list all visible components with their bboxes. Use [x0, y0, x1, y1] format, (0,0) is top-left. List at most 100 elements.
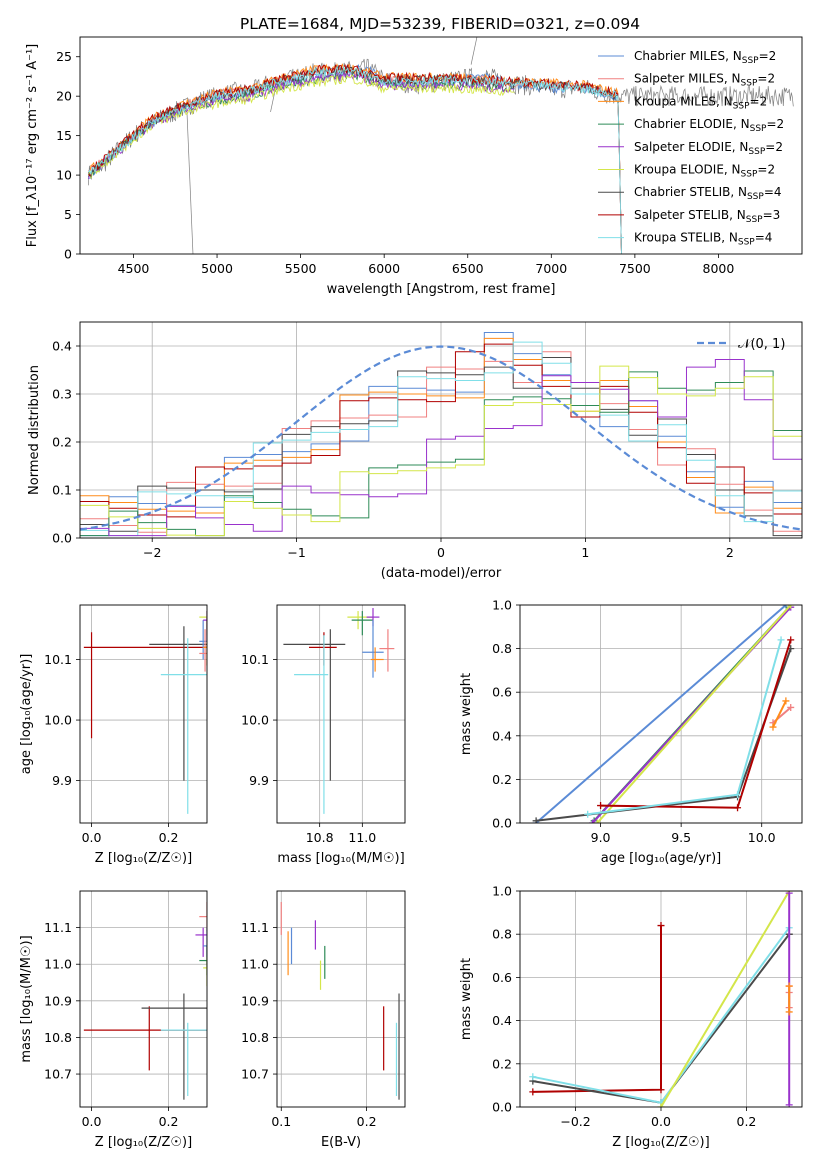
y-tick-label: 10.7	[44, 1067, 72, 1082]
y-tick-label: 5	[64, 207, 72, 222]
y-tick-label: 0.2	[52, 435, 72, 450]
axes-residuals: −2 −1 0 1 2 0.0 0.1 0.2 0.3 0.4 (data-model)/error…	[27, 321, 803, 581]
legend-entry: 𝒩(0, 1)	[738, 337, 785, 352]
plot-area	[87, 37, 794, 254]
legend-entry: Chabrier STELIB, NSSP=4	[634, 185, 782, 202]
axes-weight_vs_Z: −0.2 0.0 0.2 0.0 0.2 0.4 0.6 0.8 1.0 Z [log₁₀(Z/Z…	[459, 884, 803, 1150]
axes-frame	[519, 604, 803, 824]
weight-marker	[589, 819, 597, 823]
weight-line-chabrier-stelib	[535, 648, 792, 822]
weight-marker	[734, 791, 742, 799]
errorbar-kroupa-stelib	[160, 1022, 207, 1097]
plot-area	[280, 901, 400, 1100]
axes-frame	[79, 604, 208, 824]
weight-marker	[787, 703, 795, 711]
axes-frame	[79, 321, 803, 539]
y-tick-label: 0.1	[52, 483, 72, 498]
legend-entry: Chabrier MILES, NSSP=2	[634, 49, 776, 66]
y-tick-label: 0	[64, 247, 72, 262]
x-tick-label: 9.0	[591, 830, 611, 845]
legend-entry: Kroupa STELIB, NSSP=4	[634, 231, 772, 248]
y-tick-label: 0.2	[492, 772, 512, 787]
x-tick-label: 0.0	[82, 1114, 102, 1129]
x-tick-label: 0	[437, 545, 445, 560]
y-tick-label: 0.0	[492, 816, 512, 831]
plot-area	[283, 608, 395, 814]
legend-subscript: SSP	[750, 124, 767, 134]
spectrum-spike	[470, 37, 478, 65]
errorbar-salpeter-elodie	[195, 927, 207, 957]
legend: 𝒩(0, 1)	[697, 337, 785, 352]
axes-mass_vs_Z: 0.0 0.2 10.7 10.8 10.9 11.0 11.1 Z [log₁₀(Z/Z☉)…	[19, 890, 208, 1150]
y-axis-label: mass [log₁₀(M/M☉)]	[19, 935, 34, 1062]
weight-marker	[769, 723, 777, 731]
histogram-kroupa-stelib	[80, 341, 802, 538]
legend-value: =2	[759, 49, 777, 63]
x-axis-label: mass [log₁₀(M/M☉)]	[277, 851, 404, 866]
legend-entry: Salpeter STELIB, NSSP=3	[634, 208, 780, 225]
x-tick-label: 11.0	[348, 830, 376, 845]
weight-marker	[529, 1073, 537, 1081]
weight-marker	[532, 817, 540, 823]
errorbar-chabrier-stelib	[149, 626, 207, 781]
errorbar-kroupa-miles	[203, 617, 207, 666]
weight-marker	[785, 982, 793, 990]
errorbar-kroupa-elodie	[199, 611, 207, 636]
y-tick-label: 10.1	[44, 652, 72, 667]
weight-line-kroupa-stelib	[587, 639, 783, 816]
legend-entry: Salpeter ELODIE, NSSP=2	[634, 140, 783, 157]
y-tick-label: 15	[56, 128, 72, 143]
y-tick-label: 10.8	[44, 1030, 72, 1045]
y-tick-label: 0.8	[492, 927, 512, 942]
errorbar-salpeter-elodie	[203, 611, 207, 642]
histogram-salpeter-stelib	[80, 343, 802, 538]
y-tick-label: 11.0	[241, 957, 269, 972]
plot-area	[529, 891, 793, 1107]
x-tick-label: 10.8	[306, 830, 334, 845]
errorbar-kroupa-stelib	[160, 638, 207, 814]
x-axis-label: wavelength [Angstrom, rest frame]	[327, 282, 556, 297]
weight-marker	[785, 1008, 793, 1016]
axes-frame	[276, 604, 406, 824]
errorbar-chabrier-miles	[203, 927, 207, 965]
legend-value: =4	[755, 231, 773, 245]
y-tick-label: 10.0	[241, 713, 269, 728]
y-tick-label: 11.0	[44, 957, 72, 972]
y-tick-label: 0.0	[52, 531, 72, 546]
y-tick-label: 10.1	[241, 652, 269, 667]
legend-subscript: SSP	[741, 170, 758, 180]
weight-line-kroupa-elodie	[660, 891, 791, 1107]
y-tick-label: 0.8	[492, 641, 512, 656]
legend-subscript: SSP	[742, 56, 759, 66]
y-tick-label: 0.4	[52, 339, 72, 354]
axes-age_vs_Z: 0.0 0.2 9.9 10.0 10.1 Z [log₁₀(Z/Z☉)] age [log…	[19, 604, 208, 866]
legend-subscript: SSP	[741, 79, 758, 89]
axes-frame	[79, 890, 208, 1108]
gaussian-curve	[80, 345, 802, 531]
model-spectrum-line	[88, 64, 622, 254]
weight-line-kroupa-miles	[772, 700, 787, 728]
axes-age_vs_mass: 10.8 11.0 9.9 10.0 10.1 mass [log₁₀(M/M☉)]	[241, 604, 406, 866]
x-axis-label: age [log₁₀(age/yr)]	[601, 851, 722, 866]
legend-entry: Salpeter MILES, NSSP=2	[634, 72, 775, 89]
x-tick-label: 6500	[452, 261, 484, 276]
y-tick-label: 0.2	[492, 1056, 512, 1071]
x-tick-label: 4500	[118, 261, 150, 276]
x-axis-label: Z [log₁₀(Z/Z☉)]	[95, 851, 192, 866]
plot-area	[83, 611, 207, 814]
x-tick-label: 5000	[201, 261, 233, 276]
errorbar-salpeter-miles	[379, 629, 395, 672]
weight-line-chabrier-miles	[535, 605, 787, 823]
weight-line-kroupa-elodie	[596, 605, 792, 823]
legend-value: =2	[766, 117, 784, 131]
y-tick-label: 0.6	[492, 685, 512, 700]
plot-area	[80, 332, 802, 538]
plot-area	[532, 605, 795, 823]
y-tick-label: 10	[56, 168, 72, 183]
errorbar-kroupa-elodie	[203, 956, 207, 987]
y-tick-label: 10.7	[241, 1067, 269, 1082]
y-tick-label: 0.3	[52, 387, 72, 402]
x-axis-label: Z [log₁₀(Z/Z☉)]	[612, 1135, 709, 1150]
x-tick-label: 2	[726, 545, 734, 560]
